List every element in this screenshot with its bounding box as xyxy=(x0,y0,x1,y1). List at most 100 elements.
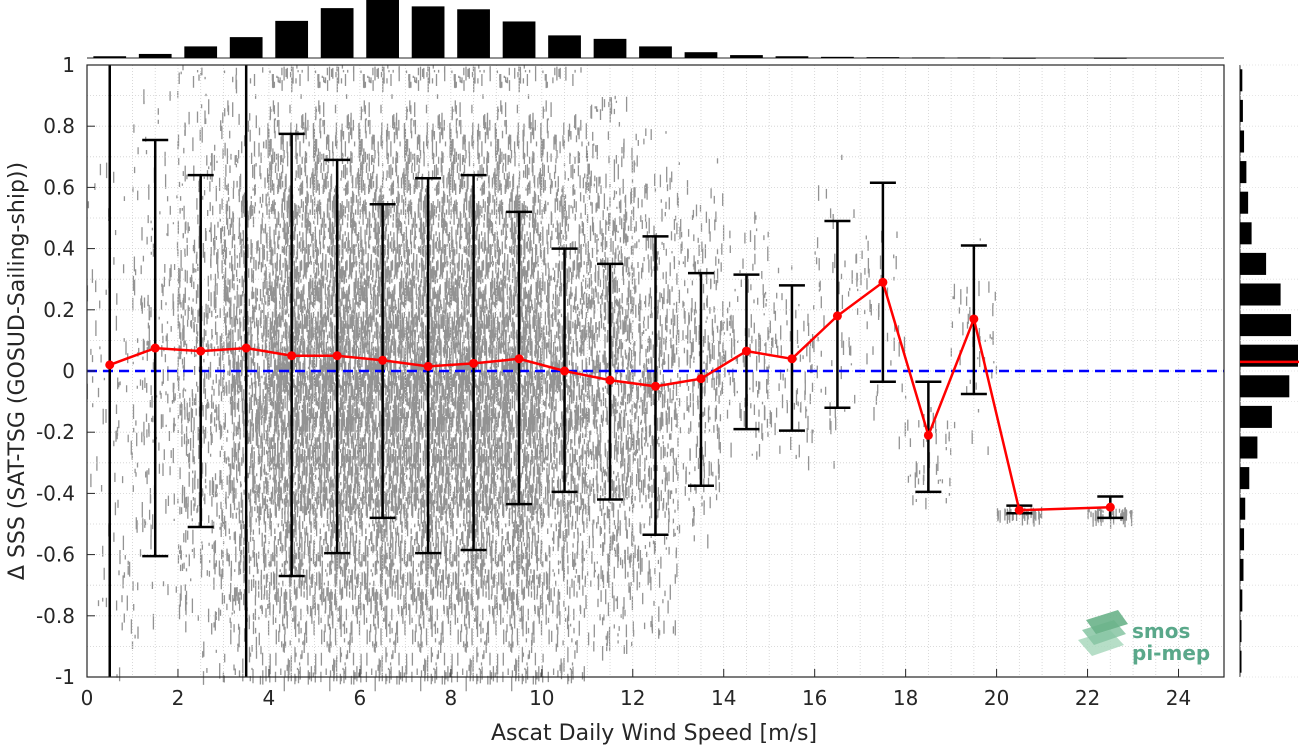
right-hist-bar xyxy=(1240,650,1242,673)
y-tick-label: 0.4 xyxy=(43,237,75,261)
x-tick-label: 8 xyxy=(444,686,457,710)
mean-point xyxy=(696,374,706,384)
mean-point xyxy=(378,355,388,365)
top-hist-bar xyxy=(411,6,445,58)
y-tick-label: 0.6 xyxy=(43,175,75,199)
top-hist-bar xyxy=(639,46,672,58)
scatter-cloud xyxy=(86,65,1133,692)
right-hist-bar xyxy=(1240,558,1244,581)
scatter-bin xyxy=(268,65,316,692)
mean-line xyxy=(109,280,1111,512)
y-tick-label: -0.6 xyxy=(36,543,75,567)
logo-line-1: smos xyxy=(1132,619,1190,643)
mean-point xyxy=(605,375,615,385)
top-hist-bar xyxy=(730,55,763,58)
mean-point xyxy=(332,351,342,361)
x-tick-label: 0 xyxy=(81,686,94,710)
mean-point xyxy=(560,366,570,376)
scatter-bin xyxy=(359,65,406,692)
y-tick-label: -0.4 xyxy=(36,481,75,505)
y-tick-label: 1 xyxy=(62,53,75,77)
right-hist-bar xyxy=(1240,497,1246,520)
right-hist-bar xyxy=(1240,283,1281,306)
smos-pi-mep-logo: smos pi-mep xyxy=(1078,610,1210,665)
right-hist-bar xyxy=(1240,436,1258,459)
x-tick-label: 6 xyxy=(354,686,367,710)
mean-point xyxy=(469,358,479,368)
right-histogram xyxy=(1239,64,1299,678)
right-hist-bar xyxy=(1240,405,1272,428)
scatter-bin xyxy=(860,230,907,450)
y-tick-label: -0.8 xyxy=(36,604,75,628)
x-tick-label: 2 xyxy=(172,686,185,710)
x-tick-label: 12 xyxy=(620,686,645,710)
top-hist-bar xyxy=(866,57,900,59)
mean-point xyxy=(1014,505,1024,515)
mean-point xyxy=(787,354,797,364)
x-tick-label: 16 xyxy=(802,686,827,710)
top-hist-bar xyxy=(1093,57,1127,59)
y-tick-label: 0.8 xyxy=(43,114,75,138)
right-hist-bar xyxy=(1240,620,1242,643)
top-hist-bar xyxy=(320,8,354,59)
right-hist-bar xyxy=(1240,99,1243,122)
right-hist-bar xyxy=(1240,467,1250,490)
mean-series-line xyxy=(105,277,1115,515)
x-tick-label: 22 xyxy=(1075,686,1100,710)
top-hist-bar xyxy=(548,35,581,58)
right-hist-bar xyxy=(1240,375,1290,398)
mean-point xyxy=(651,381,660,391)
mean-point xyxy=(241,343,251,353)
x-tick-label: 18 xyxy=(893,686,918,710)
top-hist-bar xyxy=(502,21,536,58)
y-tick-label: -1 xyxy=(55,665,75,689)
top-hist-bar xyxy=(366,0,399,58)
mean-point xyxy=(1105,502,1115,512)
y-tick-label: 0.2 xyxy=(43,298,75,322)
top-hist-bar xyxy=(1002,57,1036,59)
tick-labels: 0 2 4 6 8 10 12 14 16 18 20 22 24-1-0.8-0.6-0.4-0.20… xyxy=(36,53,1191,710)
mean-point xyxy=(832,311,842,321)
top-hist-bar xyxy=(775,56,809,58)
mean-point xyxy=(741,346,751,356)
right-hist-bar xyxy=(1240,222,1252,245)
top-hist-bar xyxy=(684,52,718,58)
right-hist-bar xyxy=(1240,191,1249,214)
top-hist-bar xyxy=(275,20,309,59)
right-hist-bar xyxy=(1240,161,1247,184)
top-hist-bar xyxy=(593,38,627,58)
scatter-bin xyxy=(495,65,543,692)
y-axis-title: Δ SSS (SAT-TSG (GOSUD-Sailing-ship)) xyxy=(5,162,30,580)
mean-point xyxy=(287,351,297,361)
top-histogram xyxy=(87,0,1224,59)
top-hist-bar xyxy=(457,9,490,59)
right-hist-bar xyxy=(1240,528,1245,551)
right-hist-bar xyxy=(1240,344,1298,367)
top-hist-bar xyxy=(957,57,991,59)
scatter-bin xyxy=(177,65,225,685)
right-hist-bar xyxy=(1240,130,1245,153)
mean-point xyxy=(150,343,160,353)
y-tick-label: -0.2 xyxy=(36,420,75,444)
x-tick-label: 4 xyxy=(263,686,276,710)
x-tick-label: 10 xyxy=(529,686,554,710)
scatter-bin xyxy=(222,66,270,685)
x-tick-label: 24 xyxy=(1166,686,1191,710)
right-hist-bar xyxy=(1240,589,1243,612)
x-tick-label: 14 xyxy=(711,686,736,710)
scatter-bin xyxy=(541,66,588,685)
top-hist-bar xyxy=(138,53,172,58)
top-hist-bar xyxy=(912,57,945,59)
right-hist-bar xyxy=(1240,69,1243,92)
mean-point xyxy=(514,354,524,364)
mean-point xyxy=(878,277,888,287)
mean-point xyxy=(105,360,115,370)
mean-point xyxy=(969,314,979,324)
mean-point xyxy=(196,346,206,356)
x-axis-title: Ascat Daily Wind Speed [m/s] xyxy=(491,721,817,746)
y-tick-label: 0 xyxy=(62,359,75,383)
logo-line-2: pi-mep xyxy=(1132,641,1210,665)
top-hist-bar xyxy=(93,56,127,58)
top-hist-bar xyxy=(229,37,263,58)
